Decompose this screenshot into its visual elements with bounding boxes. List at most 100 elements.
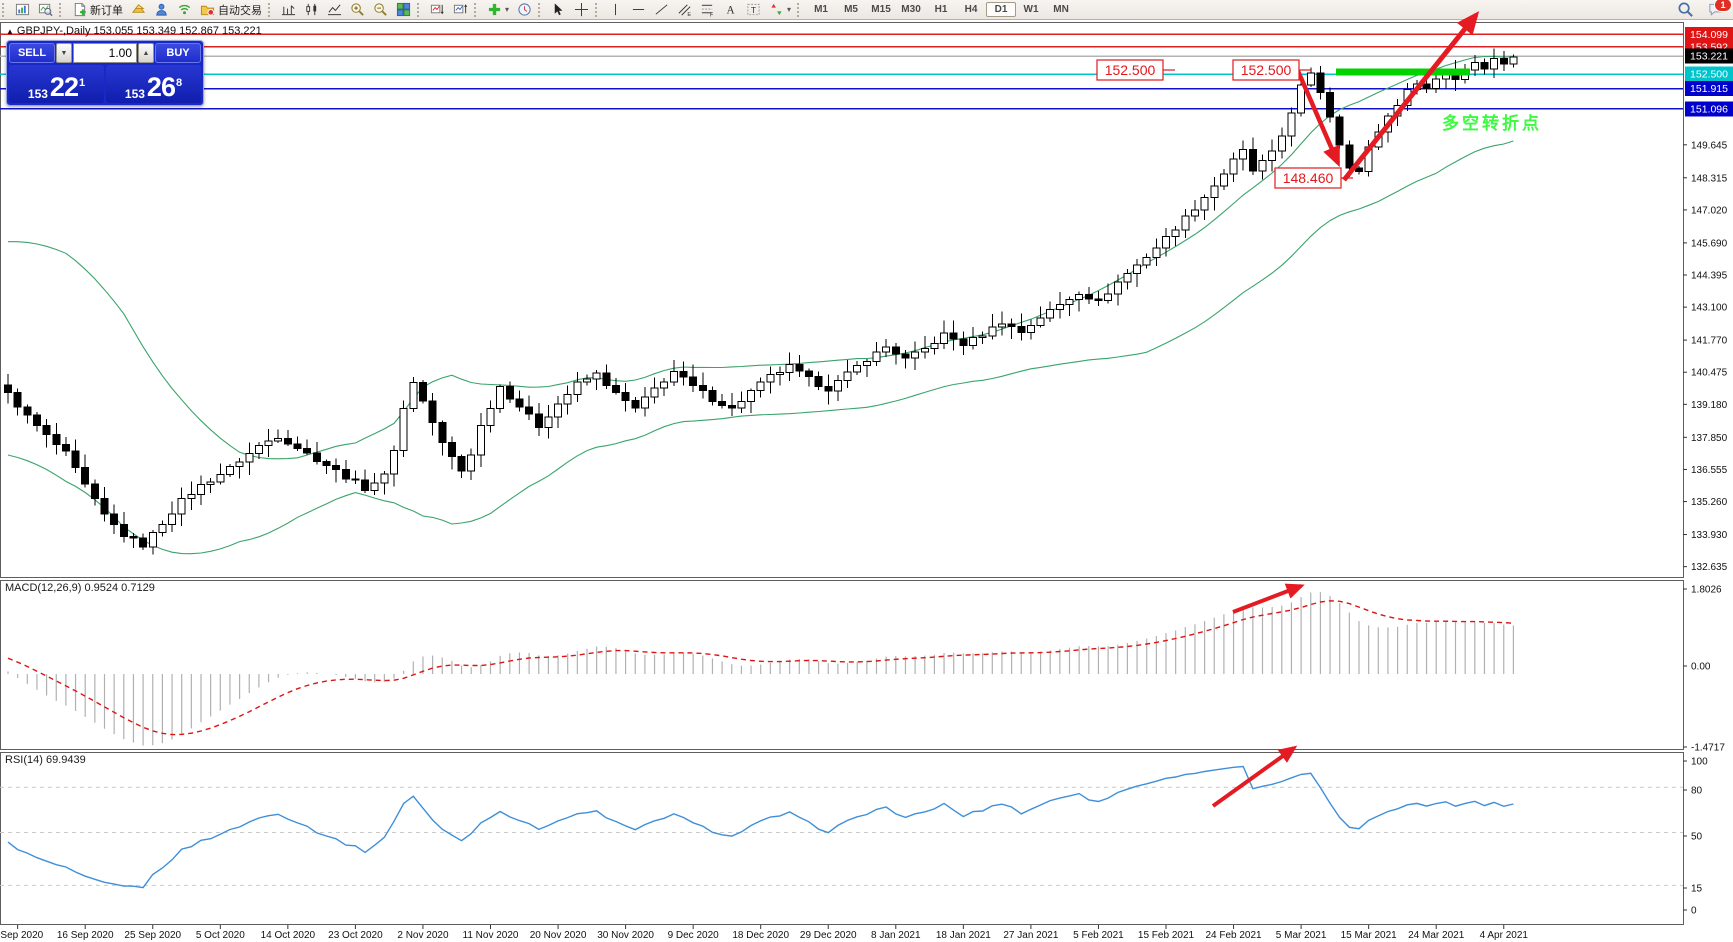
candle xyxy=(235,461,244,468)
candlestick-mode-icon[interactable] xyxy=(300,0,323,20)
line-chart-mode-icon[interactable] xyxy=(323,0,346,20)
candle xyxy=(1190,209,1199,217)
zoom-in-icon[interactable] xyxy=(346,0,369,20)
arrows-tool[interactable]: ▾ xyxy=(765,0,795,20)
turning-point-label[interactable]: 多空转折点 xyxy=(1442,113,1542,133)
signals-icon[interactable] xyxy=(173,0,196,20)
toolbar-group-handle[interactable] xyxy=(2,2,9,17)
label-tool[interactable]: T xyxy=(742,0,765,20)
new-order-button-label: 新订单 xyxy=(90,4,123,17)
candle xyxy=(1480,61,1489,70)
toolbar-group-handle[interactable] xyxy=(417,2,424,17)
crosshair-tool[interactable] xyxy=(570,0,593,20)
charts-grid-icon[interactable] xyxy=(11,0,34,20)
rsi-pane[interactable] xyxy=(0,752,1684,925)
profiles-icon[interactable] xyxy=(34,0,57,20)
equidistant-channel-tool[interactable]: E xyxy=(673,0,696,20)
candle xyxy=(476,425,485,456)
toolbar-group-handle[interactable] xyxy=(268,2,275,17)
rsi-axis: 100 80 50 15 0 xyxy=(1683,757,1708,917)
toolbar-group-handle[interactable] xyxy=(59,2,66,17)
timeframe-h1-button[interactable]: H1 xyxy=(934,4,948,15)
toolbar-group-handle[interactable] xyxy=(538,2,545,17)
timeframe-m1-button[interactable]: M1 xyxy=(814,4,828,15)
candle xyxy=(544,416,553,429)
volume-input[interactable] xyxy=(73,43,137,63)
chart-annotations[interactable]: 152.500 152.500 148.460 多空转折点 xyxy=(1096,11,1542,808)
toolbar-group-handle[interactable] xyxy=(474,2,481,17)
price-axis: 149.645 148.315 147.020 145.690 144.395 143.1… xyxy=(1683,140,1728,573)
cursor-tool[interactable] xyxy=(547,0,570,20)
price-annotation-box[interactable] xyxy=(1096,59,1164,81)
price-annotation-box[interactable] xyxy=(1274,167,1342,189)
toolbar-group-handle[interactable] xyxy=(797,2,804,17)
period-selector-icon[interactable] xyxy=(513,0,536,20)
candle xyxy=(1239,148,1248,160)
candle xyxy=(795,364,804,372)
candle xyxy=(1036,317,1045,326)
candle xyxy=(399,407,408,451)
trend-arrow-2[interactable] xyxy=(1342,11,1480,182)
price-annotation-box[interactable] xyxy=(1232,59,1300,81)
candle xyxy=(1451,71,1460,81)
toolbar-group-handle[interactable] xyxy=(595,2,602,17)
text-tool[interactable]: A xyxy=(719,0,742,20)
candle xyxy=(708,390,717,402)
add-indicator-button[interactable]: ▾ xyxy=(483,0,513,20)
bar-chart-mode-icon[interactable] xyxy=(277,0,300,20)
trendline-tool[interactable] xyxy=(650,0,673,20)
timeframe-d1-button[interactable]: D1 xyxy=(986,2,1017,17)
vertical-line-tool[interactable] xyxy=(604,0,627,20)
timeframe-mn-button[interactable]: MN xyxy=(1053,4,1069,15)
candle xyxy=(148,531,157,548)
timeframe-h4-button[interactable]: H4 xyxy=(964,4,978,15)
candle xyxy=(1461,69,1470,81)
new-order-button[interactable]: 新订单 xyxy=(68,0,127,20)
svg-text:4 Apr 2021: 4 Apr 2021 xyxy=(1480,930,1529,941)
autotrading-button[interactable]: 自动交易 xyxy=(196,0,266,20)
timeframe-m30-button[interactable]: M30 xyxy=(901,4,921,15)
volume-increase-button[interactable]: ▲ xyxy=(138,43,154,63)
timeframe-m15-button[interactable]: M15 xyxy=(871,4,891,15)
candle xyxy=(1383,115,1392,133)
candle xyxy=(525,406,534,415)
fibonacci-tool[interactable]: F xyxy=(696,0,719,20)
macd-pane[interactable] xyxy=(0,580,1684,750)
chat-icon[interactable]: 1 xyxy=(1708,0,1732,18)
arrows-tool-caret[interactable]: ▾ xyxy=(787,5,792,14)
sell-price[interactable]: 153 22 1 xyxy=(9,65,104,103)
candle xyxy=(843,371,852,381)
trend-arrow-3[interactable] xyxy=(1232,583,1305,614)
candle xyxy=(1297,84,1306,114)
candle xyxy=(669,371,678,383)
support-zone-bar[interactable] xyxy=(1336,68,1470,76)
candle xyxy=(1403,88,1412,107)
zoom-out-icon[interactable] xyxy=(369,0,392,20)
horizontal-line-tool[interactable] xyxy=(627,0,650,20)
volume-decrease-button[interactable]: ▼ xyxy=(56,43,72,63)
tile-windows-icon[interactable] xyxy=(392,0,415,20)
track-chart-icon[interactable] xyxy=(449,0,472,20)
candle xyxy=(129,536,138,539)
candle xyxy=(1364,146,1373,173)
candle xyxy=(1026,324,1035,333)
svg-text:50: 50 xyxy=(1691,832,1703,843)
search-icon[interactable] xyxy=(1677,1,1694,18)
sell-button[interactable]: SELL xyxy=(9,43,55,63)
candle xyxy=(1422,83,1431,90)
community-icon[interactable] xyxy=(150,0,173,20)
auto-arrange-icon[interactable] xyxy=(426,0,449,20)
trend-arrow-4[interactable] xyxy=(1211,745,1298,808)
main-chart-pane[interactable] xyxy=(0,22,1684,578)
timeframe-m5-button[interactable]: M5 xyxy=(844,4,858,15)
buy-button[interactable]: BUY xyxy=(155,43,201,63)
candle xyxy=(602,372,611,387)
trend-arrow-1[interactable] xyxy=(1295,70,1341,168)
market-depth-icon[interactable] xyxy=(127,0,150,20)
add-indicator-button-caret[interactable]: ▾ xyxy=(505,5,510,14)
buy-price[interactable]: 153 26 8 xyxy=(106,65,201,103)
timeframe-w1-button[interactable]: W1 xyxy=(1023,4,1039,15)
candle xyxy=(689,376,698,386)
svg-text:141.770: 141.770 xyxy=(1691,336,1728,347)
